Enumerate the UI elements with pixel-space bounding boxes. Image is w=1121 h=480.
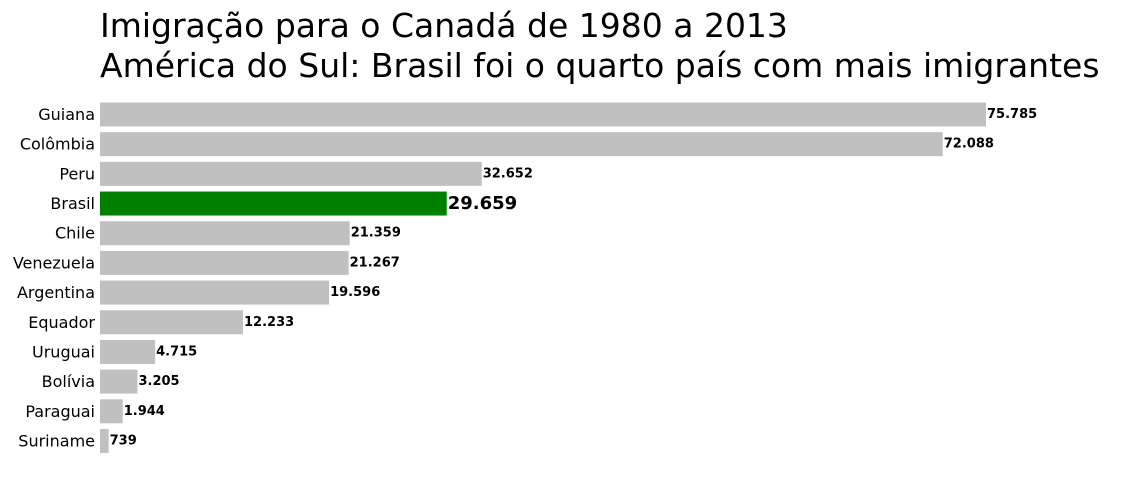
bar-argentina	[100, 280, 330, 305]
y-tick-label: Colômbia	[20, 135, 95, 154]
y-tick-label: Chile	[55, 224, 95, 243]
bar-guiana	[100, 102, 986, 127]
value-label: 29.659	[448, 193, 517, 214]
bar-chile	[100, 221, 350, 246]
chart-title-line-2: América do Sul: Brasil foi o quarto país…	[100, 46, 1100, 85]
value-label: 21.359	[351, 226, 401, 241]
bar-venezuela	[100, 250, 349, 275]
y-tick-label: Suriname	[18, 431, 95, 450]
y-tick-label: Uruguai	[32, 342, 95, 361]
y-tick-label: Brasil	[50, 194, 95, 213]
y-tick-label: Argentina	[17, 283, 95, 302]
y-tick-label: Peru	[59, 164, 95, 183]
y-tick-label: Guiana	[38, 105, 95, 124]
value-label: 4.715	[156, 344, 197, 359]
value-labels: 75.785 72.088 32.652 29.659 21.359 21.267 19.5…	[110, 107, 1038, 448]
value-label: 739	[110, 433, 137, 448]
value-label: 75.785	[987, 107, 1037, 122]
value-label: 21.267	[350, 255, 400, 270]
bars-group	[100, 102, 986, 453]
value-label: 3.205	[138, 374, 179, 389]
y-tick-label: Venezuela	[13, 253, 95, 272]
value-label: 12.233	[244, 315, 294, 330]
bar-equador	[100, 310, 244, 335]
y-tick-label: Equador	[28, 313, 95, 332]
bar-peru	[100, 161, 482, 186]
value-label: 1.944	[124, 404, 165, 419]
y-tick-label: Paraguai	[25, 402, 95, 421]
value-label: 72.088	[944, 137, 994, 152]
bar-suriname	[100, 428, 109, 453]
chart-title-line-1: Imigração para o Canadá de 1980 a 2013	[100, 6, 788, 45]
bar-brasil	[100, 191, 447, 216]
bar-uruguai	[100, 339, 156, 364]
y-tick-labels: Guiana Colômbia Peru Brasil Chile Venezuela Ar…	[13, 105, 96, 450]
bar-colômbia	[100, 132, 943, 157]
y-tick-label: Bolívia	[42, 372, 95, 391]
value-label: 19.596	[330, 285, 380, 300]
bar-bolívia	[100, 369, 138, 394]
value-label: 32.652	[483, 166, 533, 181]
bar-paraguai	[100, 399, 123, 424]
